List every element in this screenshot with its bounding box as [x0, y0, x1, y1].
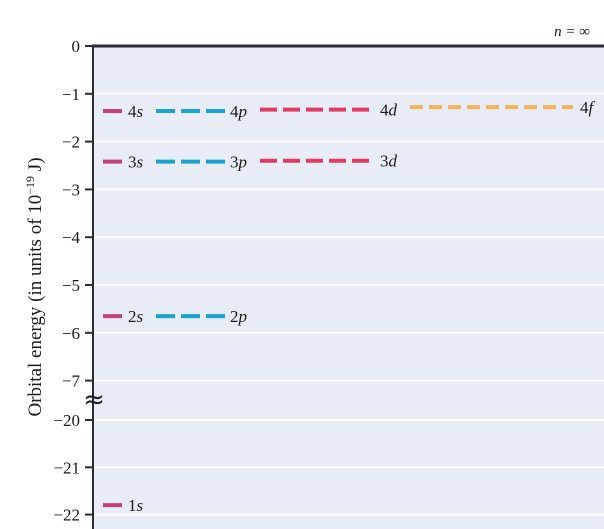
orbital-label-l: s	[137, 307, 144, 326]
y-tick-label: −5	[62, 276, 80, 295]
orbital-label-4s: 4s	[128, 102, 144, 121]
y-tick-label: −2	[62, 133, 80, 152]
orbital-label-3p: 3p	[230, 153, 247, 172]
orbital-label-l: p	[238, 153, 248, 172]
n-infinity-label: n = ∞	[554, 24, 590, 40]
orbital-label-l: d	[389, 152, 398, 171]
orbital-label-2p: 2p	[230, 307, 247, 326]
orbital-label-n: 3	[380, 152, 389, 171]
y-tick-label: −7	[62, 372, 81, 391]
orbital-label-l: p	[238, 307, 248, 326]
orbital-label-n: 2	[128, 307, 137, 326]
orbital-label-l: s	[137, 153, 144, 172]
orbital-label-4d: 4d	[380, 101, 398, 120]
orbital-label-l: p	[238, 102, 248, 121]
y-axis-title: Orbital energy (in units of 10−19 J)	[23, 157, 46, 416]
y-axis-title-main: Orbital energy (in units of 10	[25, 195, 46, 417]
y-tick-label: −1	[62, 85, 80, 104]
orbital-label-n: 1	[128, 496, 137, 515]
orbital-label-4p: 4p	[230, 102, 247, 121]
y-axis-ticks: 0 −1 −2 −3 −4 −5 −6 −7 −20 −21 −22	[53, 37, 93, 525]
y-tick-label: −20	[53, 411, 80, 430]
y-tick-label: 0	[72, 37, 81, 56]
orbital-label-3d: 3d	[380, 152, 398, 171]
orbital-label-n: 4	[230, 102, 239, 121]
orbital-label-l: s	[137, 496, 144, 515]
orbital-label-l: f	[589, 98, 596, 117]
orbital-label-3s: 3s	[128, 153, 144, 172]
y-axis-title-exponent: −19	[23, 176, 37, 195]
orbital-label-n: 4	[580, 98, 589, 117]
orbital-label-n: 3	[230, 153, 239, 172]
y-tick-label: −4	[62, 228, 81, 247]
y-tick-label: −21	[53, 458, 80, 477]
orbital-label-1s: 1s	[128, 496, 144, 515]
y-tick-label: −22	[53, 506, 80, 525]
orbital-label-n: 2	[230, 307, 239, 326]
orbital-label-l: d	[389, 101, 398, 120]
orbital-label-l: s	[137, 102, 144, 121]
orbital-label-2s: 2s	[128, 307, 144, 326]
axis-break-mark: ≈	[83, 385, 105, 415]
orbital-label-n: 4	[380, 101, 389, 120]
orbital-label-4f: 4f	[580, 98, 596, 117]
orbital-label-n: 4	[128, 102, 137, 121]
y-tick-label: −6	[62, 324, 80, 343]
y-axis-title-tail: J)	[25, 157, 46, 175]
plot-panel	[92, 46, 604, 529]
y-tick-label: −3	[62, 180, 80, 199]
orbital-label-n: 3	[128, 153, 137, 172]
gridlines	[93, 92, 604, 516]
